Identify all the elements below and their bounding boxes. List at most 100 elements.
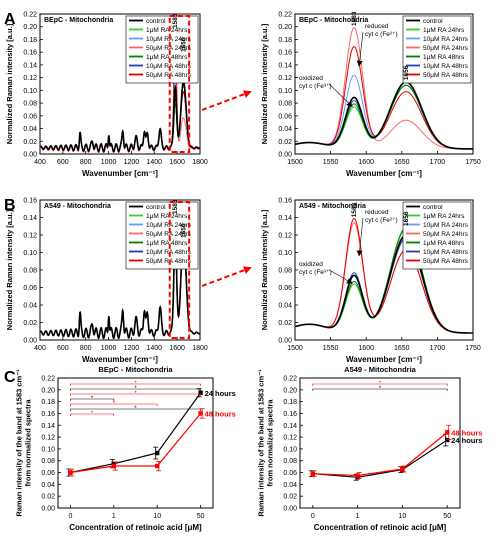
data-point	[445, 437, 450, 443]
panel-letter-a: A	[4, 11, 16, 28]
x-tick-label: 10	[399, 513, 407, 520]
legend-label: control	[423, 18, 443, 25]
x-tick-label: 1600	[358, 345, 374, 352]
annotation-reduced-arrow	[356, 31, 364, 67]
annotation-oxidized: oxidized	[299, 261, 323, 268]
legend-label: 10μM RA 24hrs	[146, 222, 192, 229]
y-tick-label: 0.10	[278, 88, 292, 95]
series-line	[295, 234, 473, 334]
x-tick-label: 50	[443, 513, 451, 520]
chart-c-bepc: 0.00 0.02 0.04 0.06 0.08 0.10 0.12 0.14 0.16 0.18…	[15, 365, 236, 532]
x-tick-label: 1000	[101, 159, 117, 166]
x-tick-label: 1	[356, 513, 360, 520]
legend-box	[402, 201, 472, 270]
panel-letter-b: B	[4, 197, 16, 214]
chart-title: A549 - Mitochondria	[299, 203, 366, 210]
annotation-reduced: reduced	[365, 209, 389, 216]
zoom-arrow-a	[201, 90, 252, 111]
annotation-reduced-cyt: cyt c (Fe²⁺)	[365, 31, 398, 38]
y-axis-label: Raman intensity of the band at 1583 cm⁻¹…	[15, 369, 33, 517]
trend-line	[312, 431, 448, 477]
significance-star: *	[134, 381, 137, 387]
x-tick-label: 1750	[465, 345, 481, 352]
series-line	[295, 84, 473, 150]
y-tick-label: 0.22	[23, 12, 37, 19]
significance-bracket	[312, 383, 448, 386]
y-tick-label: 0.20	[283, 387, 297, 394]
y-tick-label: 0.06	[23, 285, 37, 292]
y-axis-label: Normalized Raman intensity [a.u.]	[260, 209, 269, 330]
x-axis-label: Wavenumber [cm⁻¹]	[82, 169, 158, 178]
chart-a-full-spectrum: 0.00 0.02 0.04 0.06 0.08 0.10 0.12 0.14 0.16 0.18…	[5, 12, 208, 179]
legend-label: 1μM RA 48hrs	[423, 54, 465, 61]
x-tick-label: 1500	[287, 159, 303, 166]
significance-bracket	[70, 398, 115, 401]
x-tick-label: 1550	[323, 159, 339, 166]
peak-label-1583: 1583	[351, 202, 358, 217]
significance-bracket	[70, 393, 201, 396]
y-tick-label: 0.12	[278, 75, 292, 82]
y-tick-label: 0.10	[283, 446, 297, 453]
significance-bracket	[70, 413, 115, 416]
x-tick-label: 1400	[146, 345, 162, 352]
zoom-region-box	[168, 201, 191, 339]
y-tick-label: 0.08	[41, 458, 55, 465]
trend-line	[312, 439, 448, 478]
peak-label-1583: 1583	[351, 11, 358, 26]
legend-label: 1μM RA 48hrs	[146, 54, 188, 61]
y-tick-label: 0.08	[278, 101, 292, 108]
x-tick-label: 600	[57, 345, 69, 352]
significance-star: *	[134, 406, 137, 412]
significance-bracket	[70, 403, 158, 406]
significance-bracket	[70, 408, 201, 411]
significance-bracket	[312, 388, 448, 391]
y-axis-label-line: from normalized spectra	[266, 399, 275, 487]
y-tick-label: 0.04	[283, 482, 297, 489]
legend-label: 1μM RA 48hrs	[423, 240, 465, 247]
x-tick-label: 1650	[394, 159, 410, 166]
x-axis-label: Wavenumber [cm⁻¹]	[346, 355, 422, 364]
annotation-oxidized-arrow	[328, 269, 353, 284]
y-tick-label: 0.14	[278, 62, 292, 69]
y-axis-label-line: from normalized spectra	[24, 399, 33, 487]
legend-box	[402, 15, 472, 84]
legend-label: control	[146, 204, 166, 211]
y-tick-label: 0.00	[41, 506, 55, 513]
y-tick-label: 0.14	[278, 215, 292, 222]
chart-title: BEpC - Mitochondria	[299, 17, 368, 24]
x-tick-label: 1700	[430, 345, 446, 352]
data-point	[198, 411, 203, 416]
chart-title: A549 - Mitochondria	[344, 365, 417, 374]
chart-title: BEpC - Mitochondria	[44, 17, 113, 24]
significance-star: *	[379, 381, 382, 387]
y-axis-label: Normalized Raman intensity [a.u.]	[260, 23, 269, 144]
y-tick-label: 0.16	[283, 411, 297, 418]
x-tick-label: 1700	[430, 159, 446, 166]
x-tick-label: 0	[68, 513, 72, 520]
legend-label: 1μM RA 24hrs	[423, 213, 465, 220]
legend-box	[125, 201, 199, 270]
significance-bracket	[70, 383, 201, 386]
y-tick-label: 0.00	[278, 338, 292, 345]
plot-frame	[299, 377, 461, 509]
y-axis-label-line: Raman intensity of the band at 1583 cm⁻¹	[257, 369, 266, 517]
annotation-oxidized-cyt: cyt c (Fe³⁺)	[299, 269, 332, 276]
significance-star: *	[134, 391, 137, 397]
y-tick-label: 0.08	[23, 268, 37, 275]
annotation-oxidized-arrow	[328, 83, 353, 107]
legend-label: 10μM RA 24hrs	[146, 36, 192, 43]
legend-label: 1μM RA 24hrs	[146, 27, 188, 34]
y-axis-label: Raman intensity of the band at 1583 cm⁻¹…	[257, 369, 275, 517]
legend-label: 50μM RA 24hrs	[423, 231, 469, 238]
y-tick-label: 0.00	[23, 338, 37, 345]
y-tick-label: 0.02	[23, 139, 37, 146]
data-point	[111, 463, 116, 469]
y-tick-label: 0.02	[23, 320, 37, 327]
significance-star: *	[91, 396, 94, 402]
y-tick-label: 0.10	[278, 250, 292, 257]
x-tick-label: 1600	[169, 159, 185, 166]
y-tick-label: 0.02	[278, 139, 292, 146]
trend-line	[70, 413, 202, 474]
legend-label: control	[146, 18, 166, 25]
y-tick-label: 0.14	[23, 62, 37, 69]
